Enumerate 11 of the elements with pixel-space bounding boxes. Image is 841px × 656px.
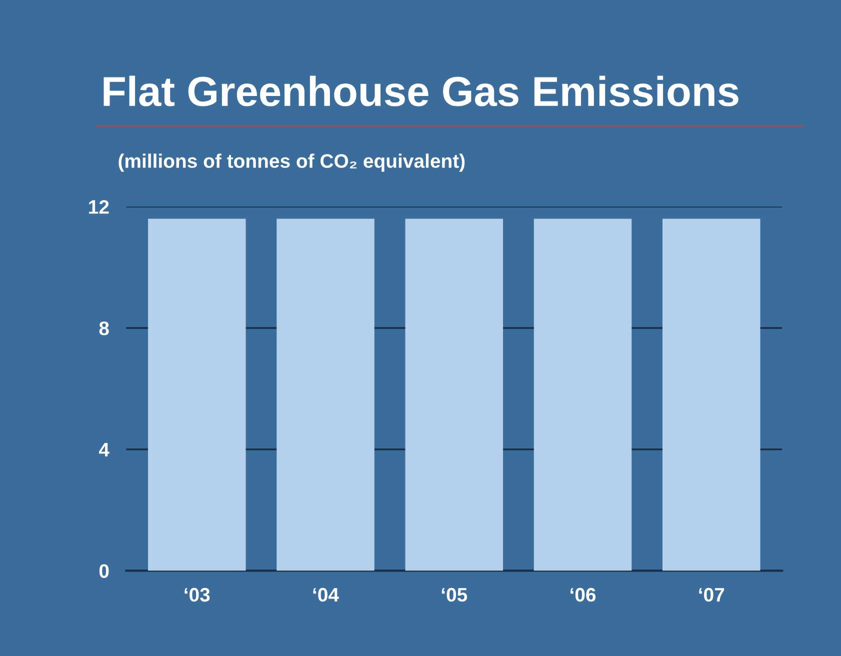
y-tick-label: 12	[89, 200, 109, 214]
x-tick-label: ‘04	[313, 588, 339, 602]
y-tick-label: 8	[99, 321, 109, 336]
x-tick-label: ‘05	[442, 588, 468, 602]
y-tick-label: 0	[99, 564, 109, 578]
chart-title: Flat Greenhouse Gas Emissions	[104, 76, 738, 106]
y-tick-label: 4	[98, 443, 110, 456]
x-tick-label: ‘06	[570, 588, 596, 602]
chart-subtitle: (millions of tonnes of CO₂ equivalent)	[118, 154, 465, 172]
x-tick-label: ‘07	[699, 588, 724, 602]
x-tick-label: ‘03	[184, 588, 210, 602]
